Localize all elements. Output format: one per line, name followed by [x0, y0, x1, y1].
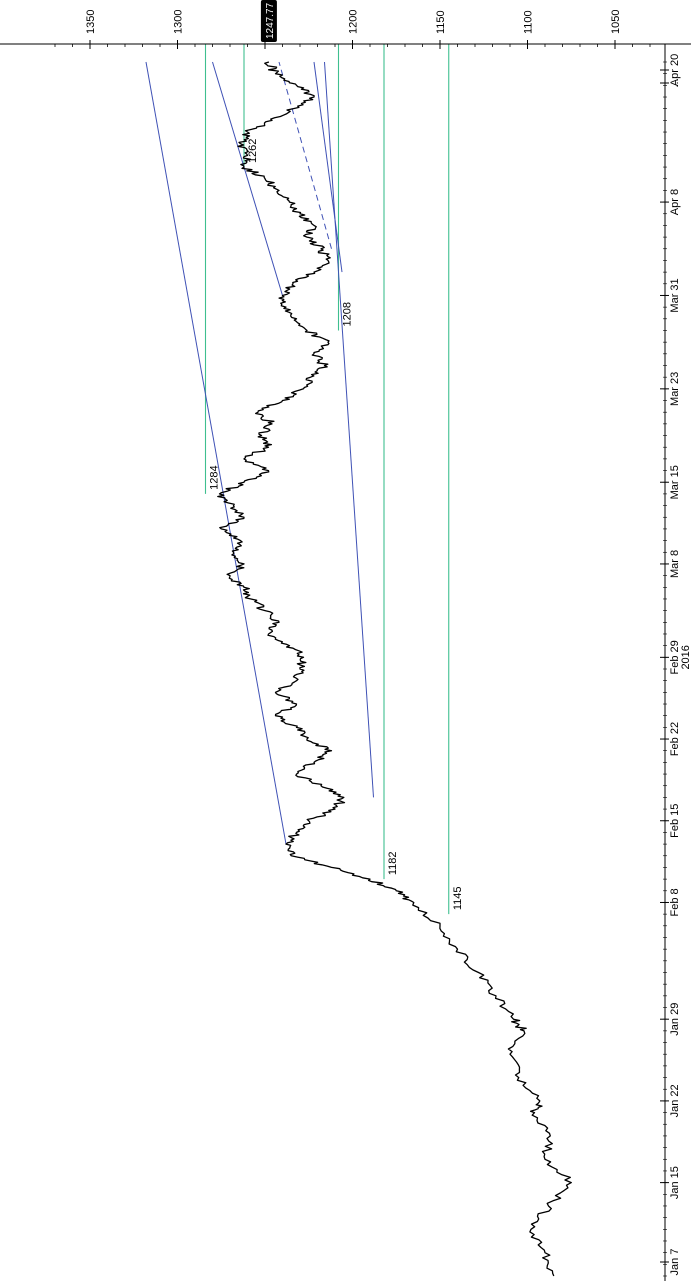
price-tick-label: 1350 — [85, 10, 97, 34]
price-tick-label: 1150 — [435, 10, 447, 34]
date-tick-label: Mar 31 — [669, 278, 681, 312]
date-tick-label: Apr 20 — [669, 54, 681, 86]
price-line — [217, 61, 572, 1277]
last-price-tag — [260, 0, 277, 42]
trendline — [313, 61, 343, 273]
date-tick-label: Jan 15 — [669, 1166, 681, 1199]
level-label: 1262 — [247, 139, 259, 163]
date-tick-label: Mar 8 — [669, 550, 681, 578]
level-label: 1145 — [452, 886, 464, 910]
trendline — [278, 61, 332, 249]
date-tick-label: Feb 29 — [669, 640, 681, 674]
level-label: 1182 — [387, 851, 399, 875]
date-tick-label: Mar 23 — [669, 372, 681, 406]
price-series-layer — [217, 61, 572, 1277]
date-tick-label: Feb 15 — [669, 804, 681, 838]
last-price-label: 1247.77 — [265, 2, 276, 39]
year-label: 2016 — [680, 645, 691, 669]
date-tick-label: ... — [669, 78, 681, 87]
price-tick-label: 1100 — [523, 10, 535, 34]
trendline — [212, 61, 283, 296]
chart-lines-layer — [145, 44, 450, 915]
date-tick-label: Jan 22 — [669, 1084, 681, 1117]
date-tick-label: Jan 7 — [669, 1249, 681, 1276]
price-tick-label: 1050 — [610, 10, 622, 34]
price-tick-label: 1200 — [348, 10, 360, 34]
price-tick-label: 1300 — [173, 10, 185, 34]
trendline — [324, 61, 374, 798]
date-tick-label: Apr 8 — [669, 189, 681, 215]
date-tick-label: Feb 22 — [669, 722, 681, 756]
date-tick-label: Jan 29 — [669, 1003, 681, 1036]
date-tick-label: Mar 15 — [669, 465, 681, 499]
trendline — [145, 61, 287, 845]
level-label: 1208 — [342, 302, 354, 326]
axes-layer — [0, 40, 691, 1281]
level-label: 1284 — [209, 465, 221, 489]
date-tick-label: Feb 8 — [669, 888, 681, 916]
